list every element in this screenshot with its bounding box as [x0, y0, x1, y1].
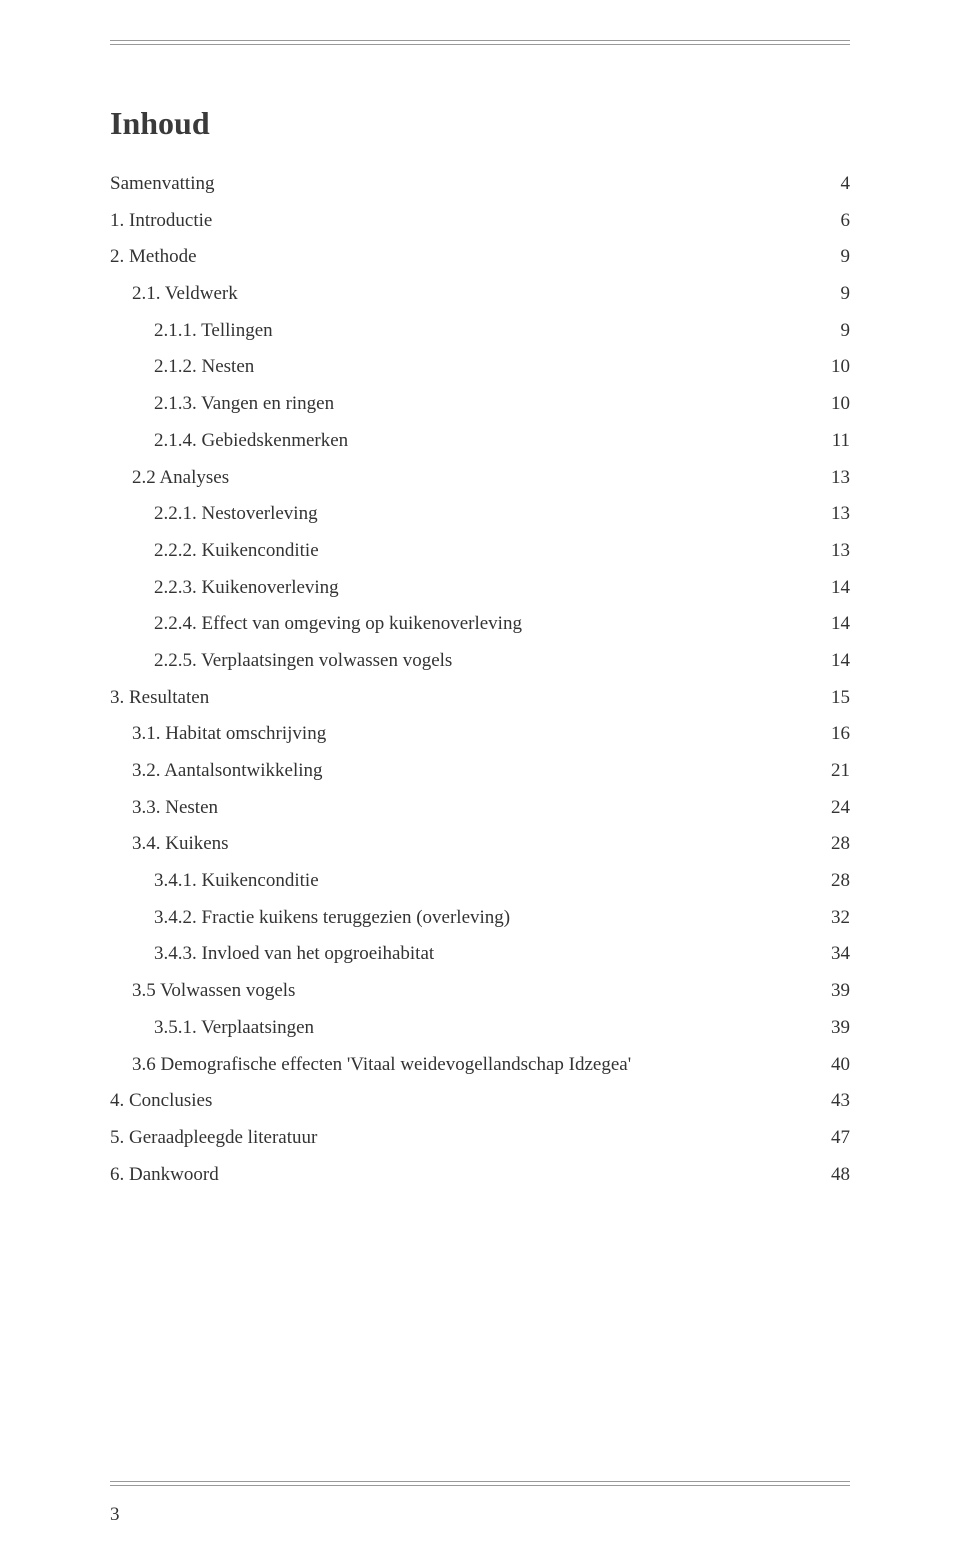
toc-entry-page: 4	[841, 172, 851, 197]
toc-entry: 3.3. Nesten 24	[110, 796, 850, 821]
toc-entry: 3.4. Kuikens 28	[110, 832, 850, 857]
toc-entry: 4. Conclusies 43	[110, 1089, 850, 1114]
table-of-contents: Samenvatting41. Introductie62. Methode92…	[110, 172, 850, 1187]
toc-entry-label: 2.2.5. Verplaatsingen volwassen vogels	[154, 649, 452, 674]
toc-entry-page: 13	[831, 502, 850, 527]
toc-entry: 3.2. Aantalsontwikkeling 21	[110, 759, 850, 784]
toc-entry-label: 3.6 Demografische effecten 'Vitaal weide…	[132, 1053, 631, 1078]
toc-entry-page: 14	[831, 612, 850, 637]
toc-entry: 2.2.3. Kuikenoverleving 14	[110, 576, 850, 601]
toc-entry: 2.1.4. Gebiedskenmerken 11	[110, 429, 850, 454]
toc-entry-page: 40	[831, 1053, 850, 1078]
toc-entry-page: 14	[831, 649, 850, 674]
toc-entry: 2.2.2. Kuikenconditie 13	[110, 539, 850, 564]
toc-entry: 6. Dankwoord 48	[110, 1163, 850, 1188]
toc-entry-label: Samenvatting	[110, 172, 214, 197]
toc-entry-label: 3.5 Volwassen vogels	[132, 979, 295, 1004]
toc-entry-page: 48	[831, 1163, 850, 1188]
toc-entry-label: 4. Conclusies	[110, 1089, 212, 1114]
toc-entry-label: 3.4.3. Invloed van het opgroeihabitat	[154, 942, 434, 967]
toc-entry-label: 2.1.1. Tellingen	[154, 319, 273, 344]
toc-entry-label: 3.4. Kuikens	[132, 832, 229, 857]
bottom-rule	[110, 1481, 850, 1486]
toc-entry: 2.1.3. Vangen en ringen 10	[110, 392, 850, 417]
toc-entry-page: 34	[831, 942, 850, 967]
toc-entry-page: 28	[831, 832, 850, 857]
toc-entry-page: 10	[831, 392, 850, 417]
toc-entry: 2.1.1. Tellingen 9	[110, 319, 850, 344]
toc-entry-page: 9	[841, 319, 851, 344]
toc-entry: 2.2.5. Verplaatsingen volwassen vogels 14	[110, 649, 850, 674]
toc-entry-page: 16	[831, 722, 850, 747]
toc-entry-label: 3. Resultaten	[110, 686, 209, 711]
toc-entry-label: 2.2.4. Effect van omgeving op kuikenover…	[154, 612, 522, 637]
toc-entry: 3.4.1. Kuikenconditie 28	[110, 869, 850, 894]
toc-entry: 3.4.3. Invloed van het opgroeihabitat 34	[110, 942, 850, 967]
toc-entry-label: 3.2. Aantalsontwikkeling	[132, 759, 323, 784]
toc-entry-label: 2.2.1. Nestoverleving	[154, 502, 318, 527]
toc-entry-label: 2.2.3. Kuikenoverleving	[154, 576, 339, 601]
toc-entry: 5. Geraadpleegde literatuur 47	[110, 1126, 850, 1151]
toc-entry-page: 39	[831, 1016, 850, 1041]
toc-entry-page: 24	[831, 796, 850, 821]
toc-entry-label: 2.1.2. Nesten	[154, 355, 254, 380]
toc-entry-label: 1. Introductie	[110, 209, 212, 234]
toc-entry: 2.2.1. Nestoverleving 13	[110, 502, 850, 527]
toc-entry-label: 2.2.2. Kuikenconditie	[154, 539, 319, 564]
toc-entry-page: 14	[831, 576, 850, 601]
top-rule	[110, 40, 850, 45]
page: Inhoud Samenvatting 4 1. Introductie 6 2. Me…	[0, 0, 960, 1566]
toc-entry-page: 9	[841, 245, 851, 270]
toc-entry-label: 3.5.1. Verplaatsingen	[154, 1016, 314, 1041]
toc-entry: 2. Methode 9	[110, 245, 850, 270]
toc-entry: 3.1. Habitat omschrijving 16	[110, 722, 850, 747]
toc-entry: 3.4.2. Fractie kuikens teruggezien (over…	[110, 906, 850, 931]
toc-entry-label: 3.4.2. Fractie kuikens teruggezien (over…	[154, 906, 510, 931]
toc-entry-page: 10	[831, 355, 850, 380]
toc-entry-label: 2.2 Analyses	[132, 466, 229, 491]
toc-entry: 2.2.4. Effect van omgeving op kuikenover…	[110, 612, 850, 637]
toc-entry-page: 32	[831, 906, 850, 931]
page-title: Inhoud	[110, 105, 850, 142]
toc-entry-label: 3.3. Nesten	[132, 796, 218, 821]
toc-entry-label: 3.1. Habitat omschrijving	[132, 722, 326, 747]
toc-entry-page: 43	[831, 1089, 850, 1114]
toc-entry-page: 11	[832, 429, 850, 454]
toc-entry-page: 15	[831, 686, 850, 711]
toc-entry-label: 2. Methode	[110, 245, 197, 270]
toc-entry-page: 21	[831, 759, 850, 784]
toc-entry-page: 13	[831, 466, 850, 491]
toc-entry-page: 9	[841, 282, 851, 307]
page-number: 3	[110, 1504, 120, 1526]
toc-entry: 3.5.1. Verplaatsingen 39	[110, 1016, 850, 1041]
toc-entry-page: 13	[831, 539, 850, 564]
toc-entry: 3.5 Volwassen vogels 39	[110, 979, 850, 1004]
toc-entry: 3.6 Demografische effecten 'Vitaal weide…	[110, 1053, 850, 1078]
toc-entry: 2.2 Analyses 13	[110, 466, 850, 491]
toc-entry-label: 6. Dankwoord	[110, 1163, 219, 1188]
toc-entry-label: 3.4.1. Kuikenconditie	[154, 869, 319, 894]
toc-entry: Samenvatting 4	[110, 172, 850, 197]
toc-entry-page: 39	[831, 979, 850, 1004]
toc-entry-label: 2.1.4. Gebiedskenmerken	[154, 429, 348, 454]
toc-entry-label: 5. Geraadpleegde literatuur	[110, 1126, 317, 1151]
toc-entry: 1. Introductie 6	[110, 209, 850, 234]
toc-entry-label: 2.1. Veldwerk	[132, 282, 238, 307]
toc-entry-page: 6	[841, 209, 851, 234]
toc-entry-page: 47	[831, 1126, 850, 1151]
toc-entry: 3. Resultaten 15	[110, 686, 850, 711]
toc-entry-label: 2.1.3. Vangen en ringen	[154, 392, 334, 417]
toc-entry-page: 28	[831, 869, 850, 894]
toc-entry: 2.1.2. Nesten 10	[110, 355, 850, 380]
toc-entry: 2.1. Veldwerk 9	[110, 282, 850, 307]
